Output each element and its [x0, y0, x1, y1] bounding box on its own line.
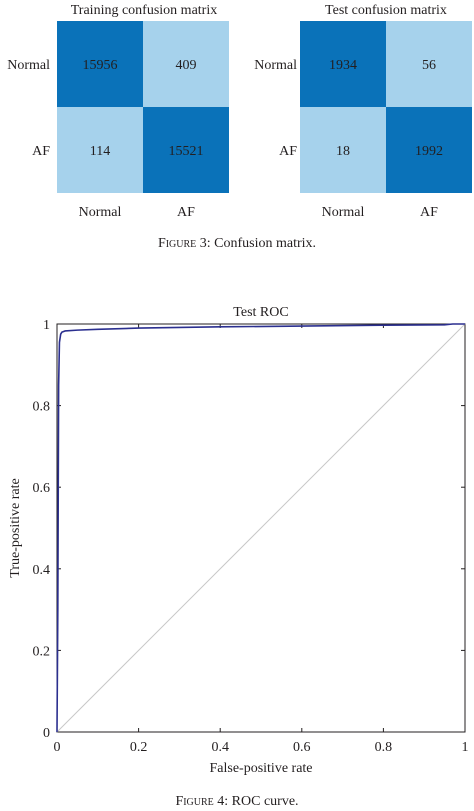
- x-tick-label: 0.2: [130, 740, 148, 755]
- figure-4-caption-label: Figure 4: [175, 794, 224, 809]
- y-tick-label: 0: [43, 726, 50, 741]
- y-tick-label: 1: [43, 318, 50, 333]
- matrix-col-label: Normal: [322, 205, 365, 220]
- roc-curve: [56, 323, 465, 733]
- matrix-cell-value: 1992: [415, 144, 443, 159]
- y-tick-label: 0.2: [33, 644, 51, 659]
- figure-3-caption-text: : Confusion matrix.: [207, 236, 316, 251]
- y-tick-label: 0.4: [33, 563, 51, 578]
- x-tick-label: 0.6: [293, 740, 311, 755]
- x-tick-label: 0.4: [211, 740, 229, 755]
- training-confusion-matrix: Training confusion matrix 15956 409 114 155…: [7, 3, 229, 220]
- matrix-cell: [143, 107, 229, 193]
- roc-plot-frame: [56, 323, 466, 733]
- figure-3-caption-label: Figure 3: [158, 236, 207, 251]
- y-tick-label: 0.6: [33, 481, 51, 496]
- y-tick-label: 0.8: [33, 400, 51, 415]
- matrix-cell: [300, 107, 386, 193]
- matrix-cell-value: 18: [336, 144, 350, 159]
- roc-x-axis-label: False-positive rate: [209, 761, 312, 776]
- chance-diagonal: [56, 323, 466, 733]
- roc-title: Test ROC: [233, 305, 288, 320]
- matrix-row-label: Normal: [7, 58, 50, 73]
- roc-chart: Test ROC 0 0.2 0.4 0.6 0.8 1 0 0.2 0.4 0.6 0.8 1 Fa…: [8, 305, 469, 776]
- matrix-cell-value: 114: [90, 144, 110, 159]
- matrix-row-label: AF: [32, 144, 50, 159]
- matrix-cell: [57, 21, 143, 107]
- test-confusion-matrix: Test confusion matrix 1934 56 18 1992 Normal…: [254, 3, 472, 220]
- matrix-cell: [386, 21, 472, 107]
- matrix-cell-value: 409: [176, 58, 197, 73]
- matrix-col-label: AF: [420, 205, 438, 220]
- test-matrix-title: Test confusion matrix: [325, 3, 447, 18]
- matrix-cell: [300, 21, 386, 107]
- matrix-cell-value: 1934: [329, 58, 357, 73]
- figure-4-caption: Figure 4: ROC curve.: [175, 794, 298, 809]
- training-matrix-title: Training confusion matrix: [71, 3, 217, 18]
- x-tick-label: 1: [462, 740, 469, 755]
- matrix-col-label: AF: [177, 205, 195, 220]
- matrix-cell: [143, 21, 229, 107]
- matrix-row-label: Normal: [254, 58, 297, 73]
- x-tick-label: 0: [54, 740, 61, 755]
- matrix-row-label: AF: [279, 144, 297, 159]
- roc-y-axis-label: True-positive rate: [8, 478, 23, 577]
- matrix-cell-value: 15956: [83, 58, 118, 73]
- figure-3-caption: Figure 3: Confusion matrix.: [158, 236, 316, 251]
- roc-lines: [56, 323, 466, 733]
- roc-ticks: 0 0.2 0.4 0.6 0.8 1 0 0.2 0.4 0.6 0.8 1: [33, 318, 469, 755]
- matrix-cell-value: 56: [422, 58, 436, 73]
- matrix-cell: [386, 107, 472, 193]
- figure-4-caption-text: : ROC curve.: [224, 794, 298, 809]
- matrix-cell-value: 15521: [169, 144, 204, 159]
- x-tick-label: 0.8: [375, 740, 393, 755]
- matrix-cell: [57, 107, 143, 193]
- matrix-col-label: Normal: [79, 205, 122, 220]
